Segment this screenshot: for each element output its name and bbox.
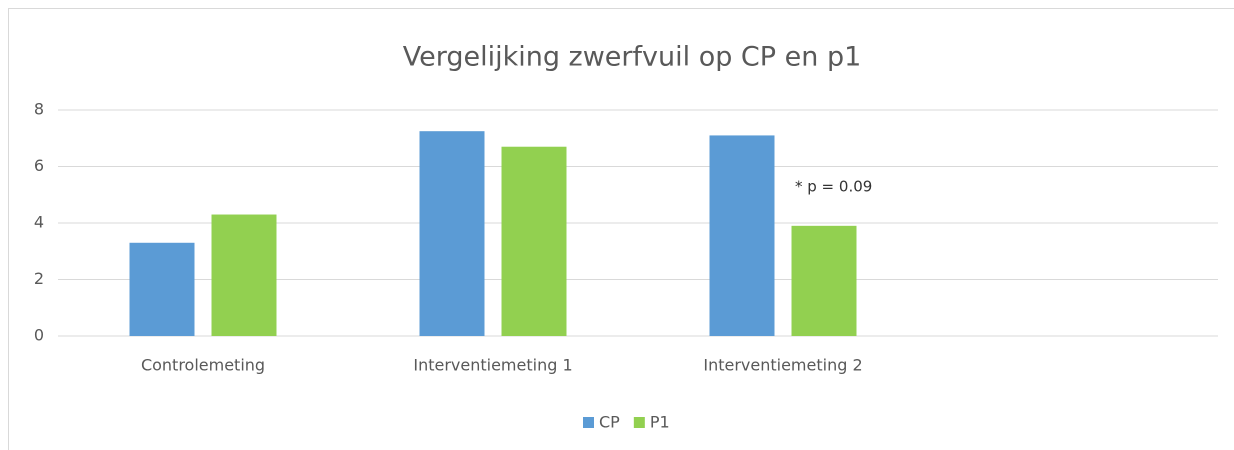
x-tick-label: Interventiemeting 2 — [703, 356, 862, 375]
bar — [501, 146, 567, 336]
legend-swatch — [583, 417, 594, 428]
bar — [211, 214, 277, 336]
chart-title: Vergelijking zwerfvuil op CP en p1 — [403, 42, 862, 73]
y-tick-label: 0 — [34, 326, 44, 345]
chart-frame — [8, 8, 1234, 450]
legend-label: P1 — [650, 413, 670, 432]
bar — [129, 242, 195, 336]
legend-label: CP — [599, 413, 620, 432]
y-tick-label: 6 — [34, 156, 44, 175]
bar — [709, 135, 775, 336]
y-tick-label: 2 — [34, 269, 44, 288]
x-tick-label: Interventiemeting 1 — [413, 356, 572, 375]
bar — [419, 131, 485, 336]
y-tick-label: 8 — [34, 100, 44, 119]
bar — [791, 225, 857, 336]
annotation: * p = 0.09 — [795, 178, 872, 196]
x-tick-label: Controlemeting — [141, 356, 265, 375]
y-tick-label: 4 — [34, 213, 44, 232]
legend-swatch — [633, 417, 645, 428]
